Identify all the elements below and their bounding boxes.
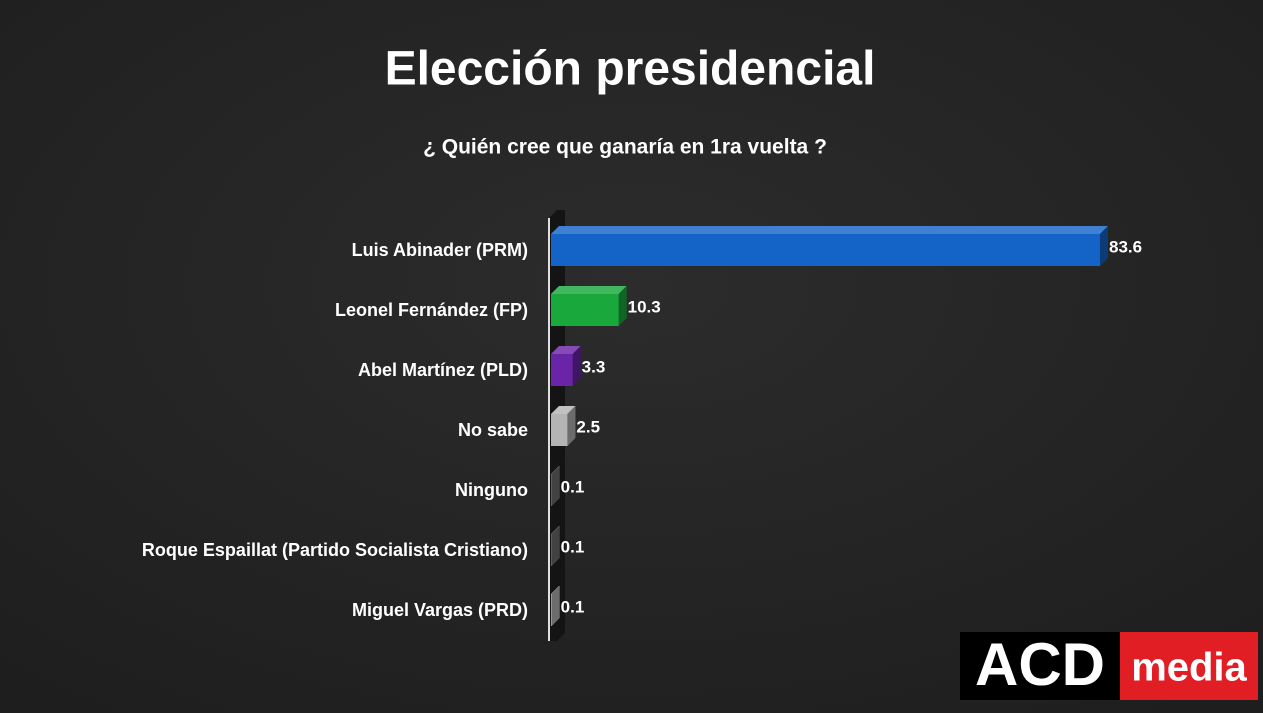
bar-top-shade (551, 346, 581, 354)
bar-side (551, 466, 560, 506)
value-label: 0.1 (561, 597, 585, 616)
logo-accent-box (1120, 632, 1258, 700)
value-label: 3.3 (582, 357, 606, 376)
value-label: 0.1 (561, 537, 585, 556)
category-label: Leonel Fernández (FP) (335, 300, 528, 320)
bar (551, 234, 1100, 266)
bar-side (572, 346, 581, 386)
bar-top (551, 586, 560, 594)
bar (551, 354, 573, 386)
value-label: 83.6 (1109, 237, 1142, 256)
bar (551, 594, 552, 626)
bar-top (551, 286, 627, 294)
bar-side (551, 526, 560, 566)
category-label: Miguel Vargas (PRD) (352, 600, 528, 620)
bar-side-shade (572, 346, 581, 386)
bar-top-shade (551, 466, 560, 474)
value-label: 2.5 (576, 417, 600, 436)
bar-side-shade (551, 586, 560, 626)
bar-side (551, 586, 560, 626)
logo-box (960, 632, 1122, 700)
bar-side-shade (567, 406, 576, 446)
chart-subtitle: ¿ Quién cree que ganaría en 1ra vuelta ? (423, 136, 827, 159)
bar-side (618, 286, 627, 326)
bar-side (567, 406, 576, 446)
logo-main: ACD (975, 631, 1105, 698)
bar-top-shade (551, 526, 560, 534)
category-label: Abel Martínez (PLD) (358, 360, 528, 380)
category-label: No sabe (458, 420, 528, 440)
logo-accent: media (1131, 646, 1247, 690)
bar (551, 294, 619, 326)
bar-top-shade (551, 586, 560, 594)
bar-top (551, 406, 576, 414)
bar-top-shade (551, 406, 576, 414)
bar (551, 474, 552, 506)
bar-top (551, 346, 581, 354)
bar-top-shade (551, 226, 1108, 234)
bar-side-shade (618, 286, 627, 326)
bar-top (551, 226, 1108, 234)
bar (551, 534, 552, 566)
value-label: 0.1 (561, 477, 585, 496)
category-label: Luis Abinader (PRM) (352, 240, 528, 260)
category-label: Roque Espaillat (Partido Socialista Cris… (142, 540, 528, 560)
bar-top-shade (551, 286, 627, 294)
category-label: Ninguno (455, 480, 528, 500)
bar-side-shade (551, 526, 560, 566)
value-label: 10.3 (628, 297, 661, 316)
bar-top (551, 466, 560, 474)
bar-side (1100, 226, 1108, 266)
bar-side-shade (551, 466, 560, 506)
chart-title: Elección presidencial (385, 43, 876, 96)
bar-top (551, 526, 560, 534)
bar-side-shade (1100, 226, 1108, 266)
bar (551, 414, 568, 446)
